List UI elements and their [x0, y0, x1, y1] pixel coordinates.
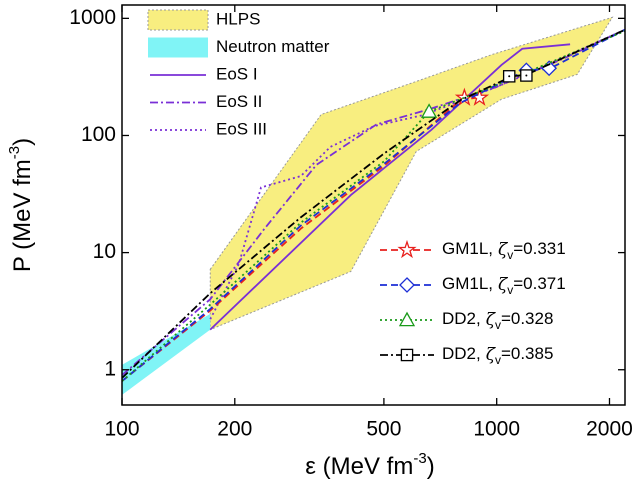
x-tick-label: 100 — [104, 418, 139, 441]
plot-frame — [121, 4, 626, 406]
legend-label: GM1L, ζv=0.331 — [442, 239, 566, 262]
y-tick-label: 1 — [104, 357, 116, 380]
marker-dot — [508, 75, 511, 78]
x-label-end: ) — [427, 453, 435, 480]
band — [209, 16, 614, 331]
legend-param-value: =0.371 — [513, 274, 565, 293]
x-tick-label: 200 — [217, 418, 252, 441]
legend-param: ζ — [486, 310, 497, 330]
legend-param-value: =0.331 — [513, 239, 565, 258]
legend-param-value: =0.385 — [501, 344, 553, 363]
legend-param-value: =0.328 — [501, 309, 553, 328]
legend-swatch — [148, 37, 208, 58]
marker-triangle — [398, 311, 416, 327]
legend-param-sub: v — [495, 353, 501, 367]
marker-diamond — [399, 277, 415, 293]
marker-dot — [406, 354, 408, 356]
legend-label: Neutron matter — [216, 37, 330, 56]
y-label-main: P (MeV fm — [9, 159, 36, 272]
legend-name: GM1L, — [442, 239, 493, 258]
y-label-end: ) — [9, 138, 36, 146]
legend-param-sub: v — [507, 283, 513, 297]
y-tick-label: 100 — [81, 123, 116, 146]
x-tick-label: 2000 — [586, 418, 633, 441]
marker-star — [397, 239, 417, 259]
band — [122, 313, 211, 395]
plot-layer — [122, 16, 625, 395]
legend-label: EoS I — [216, 64, 258, 83]
legend-param-sub: v — [495, 318, 501, 332]
y-label-sup: -3 — [6, 146, 23, 159]
legend-param-sub: v — [507, 248, 513, 262]
legend-swatch — [147, 9, 209, 31]
x-axis-label: ε (MeV fm-3) — [305, 450, 434, 480]
marker-dot — [525, 74, 528, 77]
legend-label: EoS III — [216, 119, 267, 138]
legend-label: DD2, ζv=0.385 — [442, 344, 553, 367]
legend-label: HLPS — [216, 9, 260, 28]
y-tick-label: 10 — [93, 240, 116, 263]
plot-area — [121, 4, 626, 406]
x-tick-label: 1000 — [473, 418, 520, 441]
x-tick-label: 500 — [366, 418, 401, 441]
marker-triangle — [420, 103, 438, 118]
legend-param: ζ — [498, 275, 509, 295]
x-label-main: ε (MeV fm — [305, 453, 413, 480]
legend-name: DD2, — [442, 309, 481, 328]
legend-label: GM1L, ζv=0.371 — [442, 274, 566, 297]
x-label-sup: -3 — [413, 450, 426, 467]
legend-param: ζ — [498, 240, 509, 260]
legend-label: EoS II — [216, 92, 262, 111]
y-tick-label: 1000 — [69, 6, 116, 29]
legend-name: GM1L, — [442, 274, 493, 293]
y-axis-label: P (MeV fm-3) — [6, 138, 36, 272]
legend-label: DD2, ζv=0.328 — [442, 309, 553, 332]
series-line — [122, 28, 625, 376]
legend-name: DD2, — [442, 344, 481, 363]
legend-param: ζ — [486, 345, 497, 365]
series-line — [122, 30, 625, 382]
